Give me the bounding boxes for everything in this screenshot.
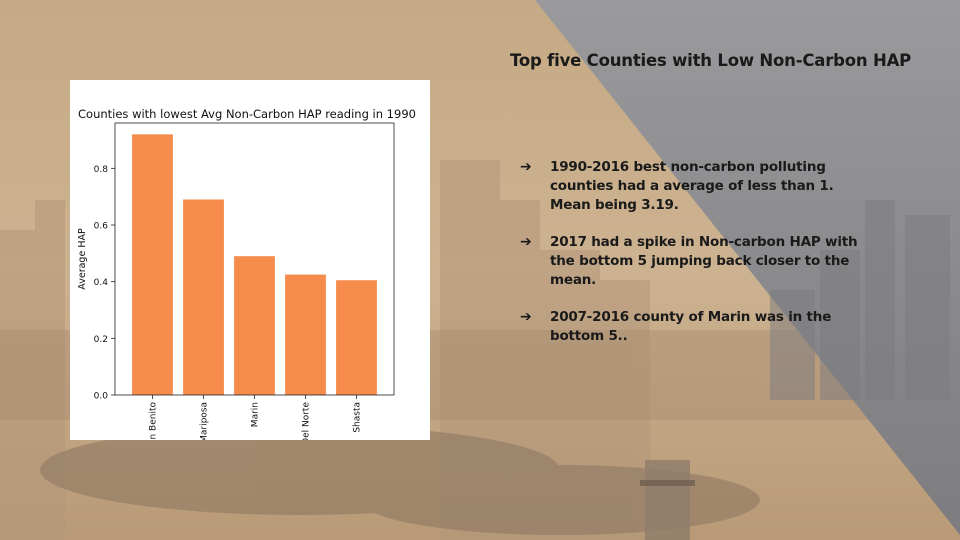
plot-frame [114,122,395,396]
x-tick-label: Shasta [353,402,363,433]
bar [132,134,173,396]
bars [132,134,377,396]
chart-svg: Counties with lowest Avg Non-Carbon HAP … [77,107,416,440]
y-tick-label: 0.4 [94,278,109,288]
bar [336,280,377,395]
bullet-list: ➔ 1990-2016 best non-carbon polluting co… [520,158,860,364]
y-tick-label: 0.6 [94,222,109,232]
arrow-icon: ➔ [520,159,532,175]
y-axis-ticks: 0.0 0.2 0.4 0.6 0.8 [94,165,115,402]
y-tick-label: 0.2 [94,335,108,345]
bullet-item: ➔ 1990-2016 best non-carbon polluting co… [520,158,860,215]
x-tick-label: Marin [251,402,261,427]
arrow-icon: ➔ [520,234,532,250]
bar [183,199,224,395]
y-tick-label: 0.0 [94,392,109,402]
y-axis-label: Average HAP [77,228,88,290]
bullet-item: ➔ 2017 had a spike in Non-carbon HAP wit… [520,233,860,290]
x-tick-label: Mariposa [200,402,210,440]
x-tick-label: Del Norte [302,402,312,440]
bar-chart: Counties with lowest Avg Non-Carbon HAP … [70,80,430,440]
chart-title: Counties with lowest Avg Non-Carbon HAP … [78,107,416,121]
bar [234,256,275,395]
slide-title: Top five Counties with Low Non-Carbon HA… [510,51,912,70]
arrow-icon: ➔ [520,309,532,325]
bar [285,274,326,395]
y-tick-label: 0.8 [94,165,109,175]
bullet-text: 2007-2016 county of Marin was in the bot… [550,309,832,344]
x-tick-label: San Benito [149,402,159,440]
x-axis-ticks: San Benito Mariposa Marin Del Norte Shasta [149,395,363,440]
bullet-text: 2017 had a spike in Non-carbon HAP with … [550,234,858,288]
bullet-item: ➔ 2007-2016 county of Marin was in the b… [520,308,860,346]
bullet-text: 1990-2016 best non-carbon polluting coun… [550,159,834,213]
